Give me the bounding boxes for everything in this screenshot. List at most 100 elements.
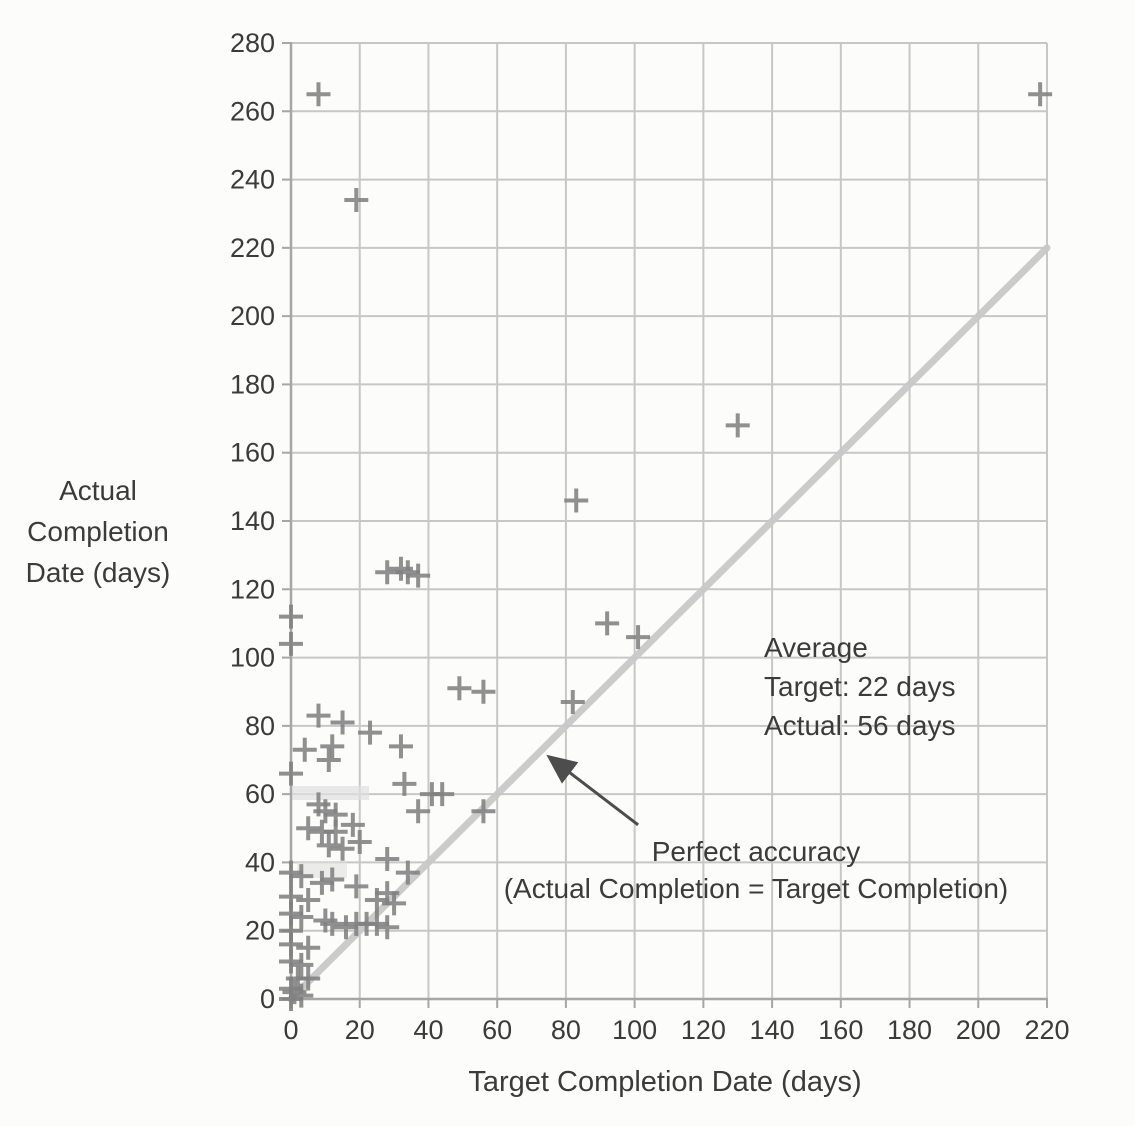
perfect-accuracy-label: Perfect accuracy	[651, 836, 861, 867]
data-point	[279, 987, 303, 1011]
data-point	[564, 488, 589, 513]
data-point	[430, 782, 455, 807]
data-point	[340, 812, 365, 837]
data-point	[306, 82, 331, 107]
data-point	[406, 799, 431, 824]
data-point	[289, 983, 314, 1008]
data-point	[289, 864, 314, 889]
data-point	[316, 833, 341, 858]
x-tick-label: 220	[1024, 1015, 1069, 1045]
data-point	[313, 799, 338, 824]
y-tick-label: 280	[230, 28, 275, 58]
data-point	[279, 860, 303, 885]
x-tick-label: 20	[345, 1015, 375, 1045]
x-tick-label: 140	[750, 1015, 795, 1045]
x-tick-label: 100	[612, 1015, 657, 1045]
y-tick-label: 20	[245, 916, 275, 946]
x-tick-label: 40	[413, 1015, 443, 1045]
data-point	[292, 737, 317, 762]
y-tick-label: 220	[230, 233, 275, 263]
data-point	[626, 625, 651, 650]
x-tick-label: 60	[482, 1015, 512, 1045]
data-point	[1028, 82, 1053, 107]
y-tick-label: 40	[245, 847, 275, 877]
y-tick-label: 240	[230, 165, 275, 195]
data-point	[725, 413, 750, 438]
data-point	[344, 874, 369, 899]
data-point	[323, 819, 348, 844]
data-point	[395, 560, 420, 585]
x-tick-label: 160	[818, 1015, 863, 1045]
data-point	[344, 188, 369, 213]
data-point	[395, 860, 420, 885]
data-point	[471, 679, 496, 704]
data-point	[447, 676, 472, 701]
average-annotation-line: Actual: 56 days	[764, 710, 956, 741]
data-point	[375, 560, 400, 585]
y-tick-label: 200	[230, 301, 275, 331]
data-point	[289, 952, 314, 977]
average-annotation-line: Average	[764, 632, 868, 663]
x-tick-label: 200	[956, 1015, 1001, 1045]
data-point	[279, 761, 303, 786]
data-points	[279, 82, 1053, 1011]
data-point	[375, 847, 400, 872]
data-point	[296, 966, 321, 991]
data-point	[388, 734, 413, 759]
y-tick-label: 180	[230, 369, 275, 399]
data-point	[358, 720, 383, 745]
data-point	[279, 631, 303, 656]
arrow-line	[546, 754, 639, 827]
y-axis-title-line: Completion	[27, 516, 169, 547]
x-tick-label: 120	[681, 1015, 726, 1045]
y-tick-label: 100	[230, 643, 275, 673]
data-point	[333, 915, 358, 940]
tick-labels: 0 20 40 60 80 100 120 140 160 180 200 220 0 20 40 60 80 1…	[230, 28, 1070, 1045]
y-tick-label: 0	[260, 984, 275, 1014]
data-point	[296, 935, 321, 960]
data-point	[330, 836, 355, 861]
y-tick-label: 60	[245, 779, 275, 809]
data-point	[560, 689, 585, 714]
data-point	[364, 911, 389, 936]
annotation-arrow	[546, 754, 639, 827]
data-point	[279, 949, 303, 974]
y-tick-label: 120	[230, 574, 275, 604]
data-point	[392, 771, 417, 796]
x-tick-label: 80	[551, 1015, 581, 1045]
average-annotation: Average Target: 22 days Actual: 56 days	[764, 628, 955, 745]
data-point	[296, 887, 321, 912]
scan-artifact	[291, 786, 369, 800]
data-point	[320, 867, 345, 892]
y-axis-title-line: Actual	[59, 475, 137, 506]
perfect-accuracy-annotation: Perfect accuracy (Actual Completion = Ta…	[440, 833, 1072, 907]
data-point	[296, 816, 321, 841]
y-axis-title-line: Date (days)	[25, 557, 171, 588]
data-point	[279, 604, 303, 629]
data-point	[320, 911, 345, 936]
data-point	[306, 703, 331, 728]
x-tick-label: 0	[283, 1015, 298, 1045]
perfect-accuracy-sublabel: (Actual Completion = Target Completion)	[503, 873, 1009, 904]
y-tick-label: 80	[245, 711, 275, 741]
data-point	[595, 611, 620, 636]
data-point	[320, 734, 345, 759]
scan-artifact	[297, 862, 347, 878]
data-point	[375, 915, 400, 940]
average-annotation-line: Target: 22 days	[764, 671, 956, 702]
data-point	[316, 748, 341, 772]
data-point	[309, 870, 334, 895]
data-point	[471, 799, 496, 824]
x-tick-label: 180	[887, 1015, 932, 1045]
data-point	[382, 891, 407, 916]
data-point	[347, 829, 372, 854]
scan-artifacts	[291, 786, 369, 878]
y-tick-label: 260	[230, 96, 275, 126]
y-tick-label: 140	[230, 506, 275, 536]
data-point	[330, 710, 355, 735]
y-tick-label: 160	[230, 438, 275, 468]
x-axis-title: Target Completion Date (days)	[468, 1066, 862, 1098]
data-point	[289, 905, 314, 930]
